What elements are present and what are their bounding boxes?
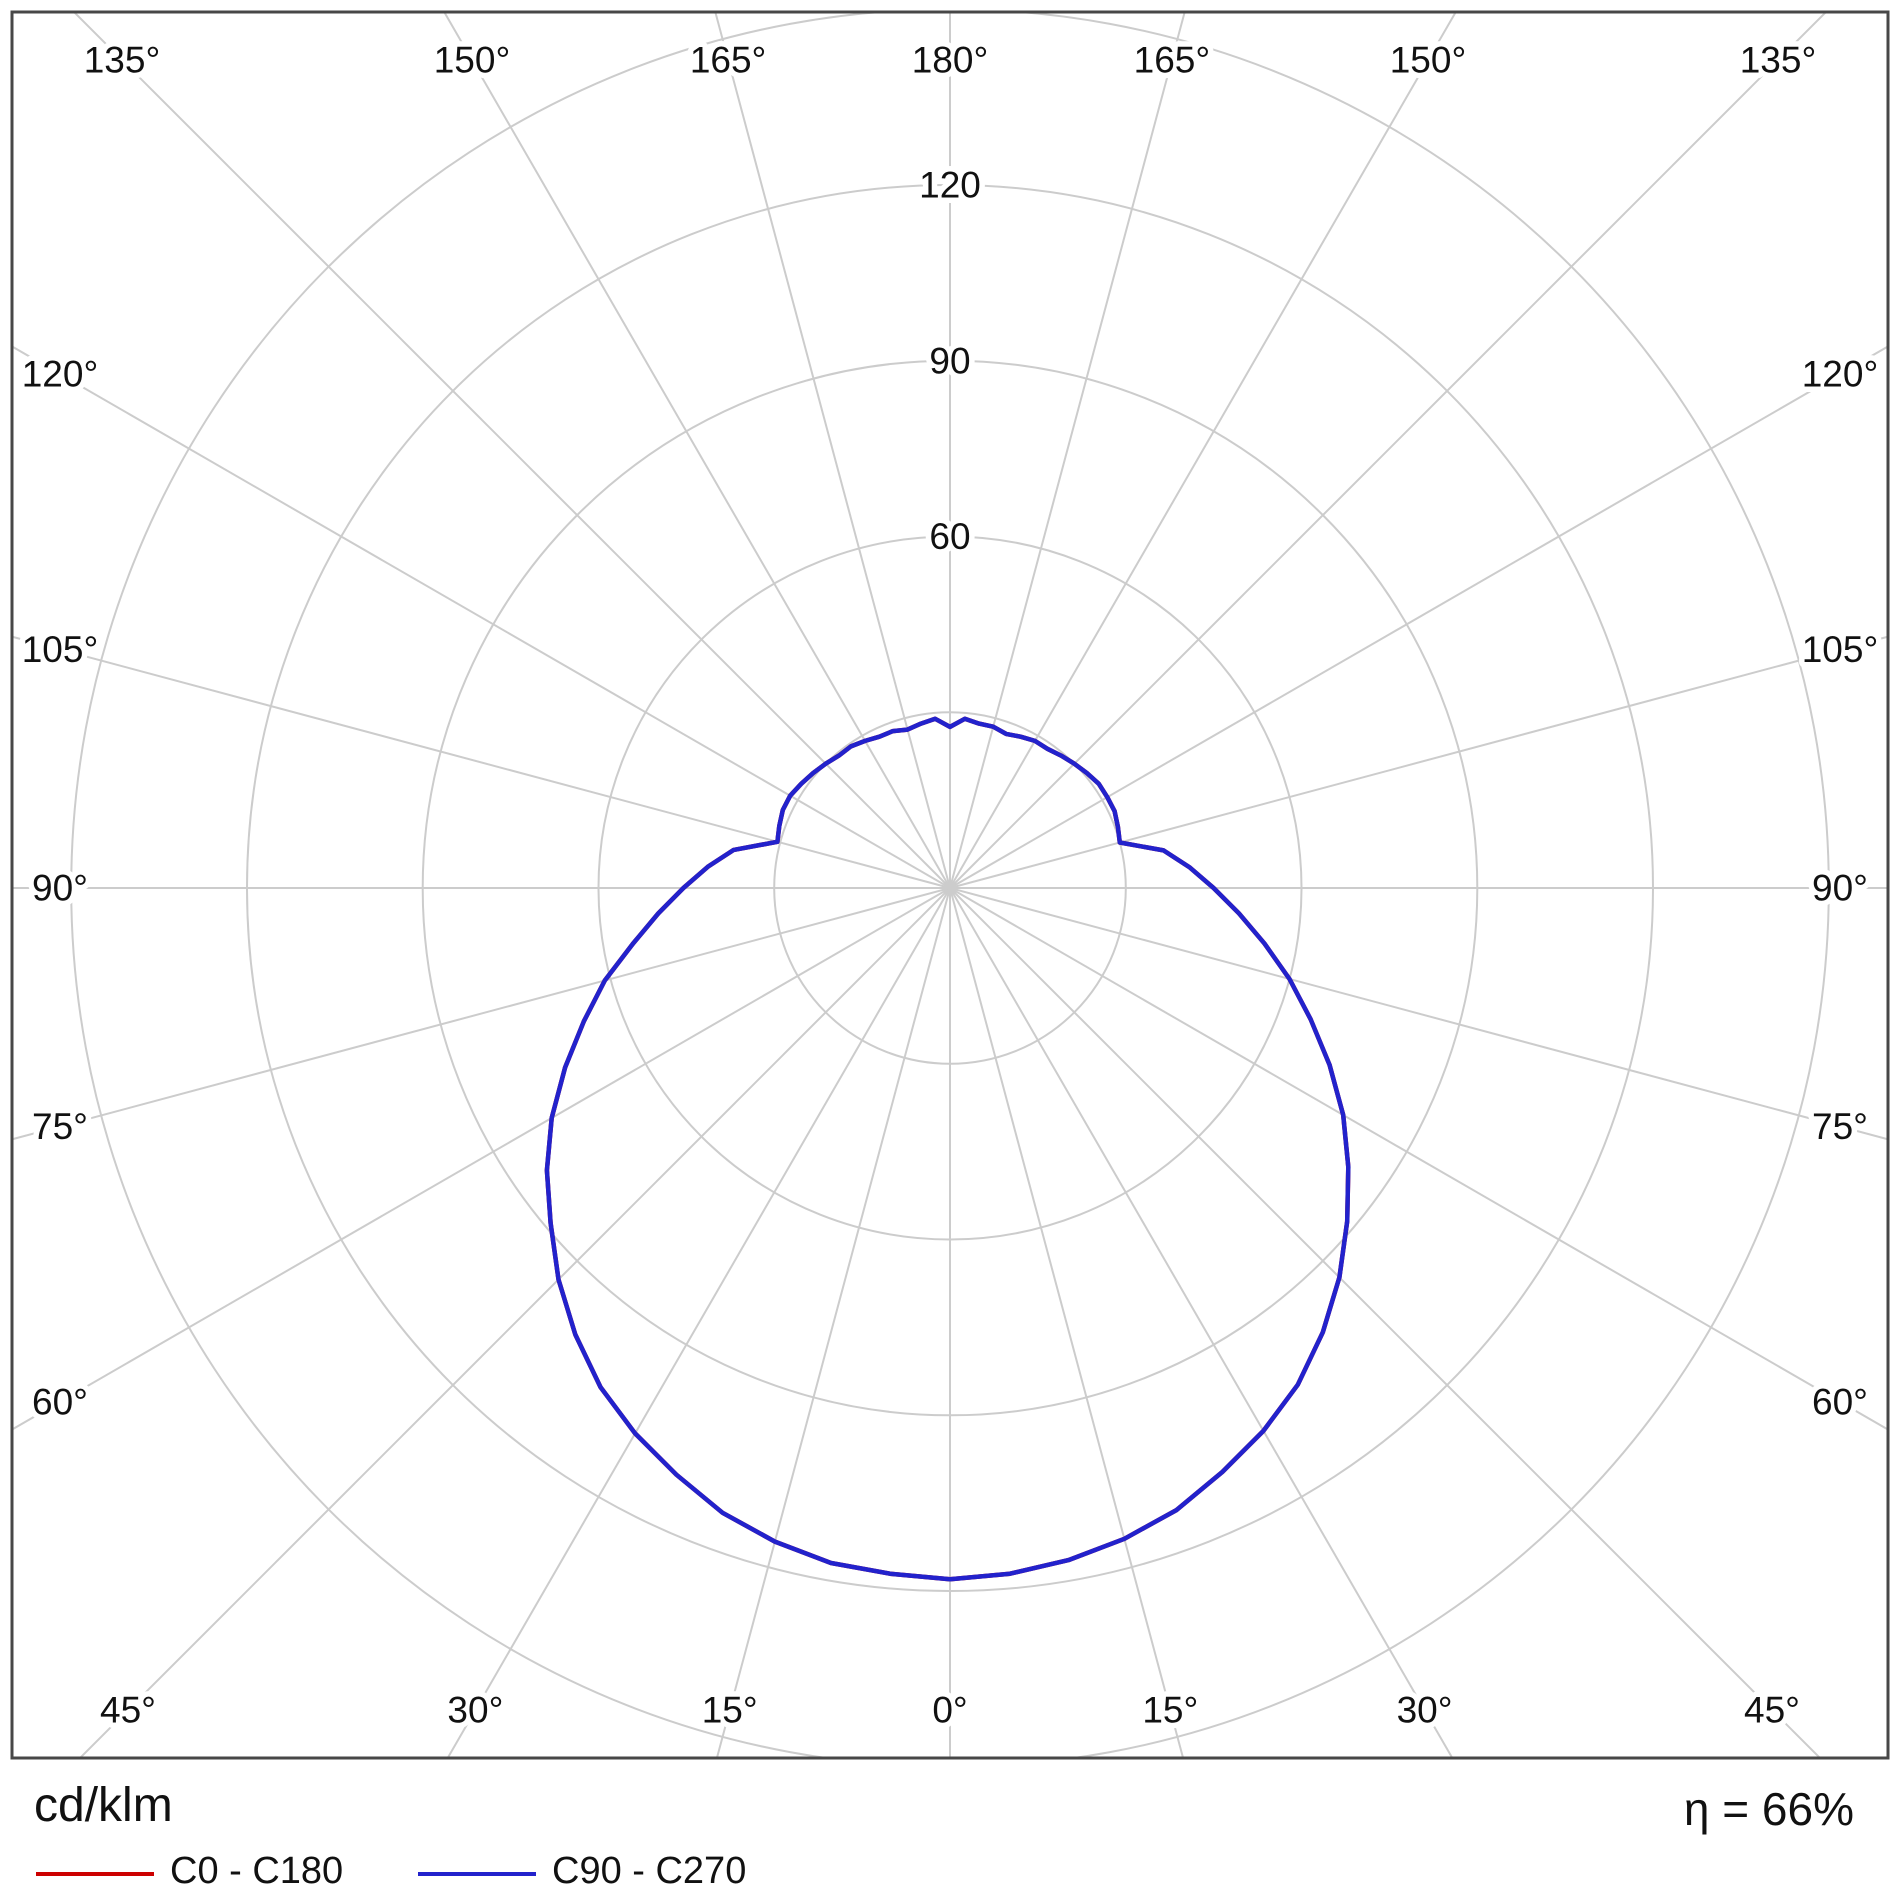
angle-label: 120°: [1802, 354, 1879, 395]
grid-spoke: [78, 887, 951, 1758]
angle-label: 75°: [32, 1106, 88, 1147]
angle-label: 30°: [1397, 1690, 1453, 1731]
grid-spoke: [949, 345, 1888, 889]
legend-line-c0-c180: [36, 1872, 154, 1876]
legend-label-c0-c180: C0 - C180: [170, 1850, 344, 1892]
angle-label: 15°: [702, 1690, 758, 1731]
grid-spoke: [12, 887, 951, 1141]
angle-label: 150°: [1390, 40, 1467, 81]
grid-spoke: [949, 635, 1888, 889]
grid-spoke: [949, 12, 1828, 889]
grid-spoke: [949, 887, 1454, 1758]
angle-label: 105°: [22, 629, 99, 670]
angle-label: 45°: [100, 1690, 156, 1731]
grid-spoke: [715, 887, 951, 1758]
grid-spoke: [72, 12, 951, 889]
grid-spoke: [949, 887, 1888, 1431]
grid-spoke: [949, 887, 1822, 1758]
curve-C90-C270: [544, 716, 1351, 1582]
angle-label: 105°: [1802, 629, 1879, 670]
angle-label: 120°: [22, 354, 99, 395]
legend-line-c90-c270: [418, 1872, 536, 1876]
angle-label: 150°: [434, 40, 511, 81]
angle-label: 45°: [1744, 1690, 1800, 1731]
grid-spoke: [12, 887, 951, 1431]
angle-label: 60°: [1812, 1381, 1868, 1422]
angle-label: 135°: [1740, 40, 1817, 81]
angle-label: 180°: [912, 40, 989, 81]
grid-spoke: [12, 345, 951, 889]
radial-tick-label: 120: [919, 165, 981, 206]
angle-label: 135°: [84, 40, 161, 81]
angle-label: 165°: [1134, 40, 1211, 81]
grid-spoke: [949, 887, 1185, 1758]
legend-label-c90-c270: C90 - C270: [552, 1850, 747, 1892]
angle-label: 60°: [32, 1381, 88, 1422]
efficiency-label: η = 66%: [1683, 1783, 1854, 1835]
angle-label: 90°: [32, 868, 88, 909]
angle-label: 30°: [447, 1690, 503, 1731]
angle-label: 165°: [690, 40, 767, 81]
angle-label: 75°: [1812, 1106, 1868, 1147]
angle-label: 0°: [932, 1690, 967, 1731]
grid-spoke: [443, 12, 951, 889]
chart-frame: [10, 10, 1890, 1760]
grid-spoke: [949, 12, 1186, 889]
radial-tick-label: 60: [929, 516, 970, 557]
grid-spoke: [714, 12, 951, 889]
grid-spoke: [446, 887, 951, 1758]
angle-label: 90°: [1812, 868, 1868, 909]
grid-spoke: [949, 12, 1457, 889]
radial-tick-label: 90: [929, 340, 970, 381]
grid-spoke: [949, 887, 1888, 1141]
angle-label: 15°: [1142, 1690, 1198, 1731]
unit-label: cd/klm: [34, 1779, 173, 1832]
grid-spoke: [12, 635, 951, 889]
curve-C0-C180: [544, 716, 1351, 1582]
